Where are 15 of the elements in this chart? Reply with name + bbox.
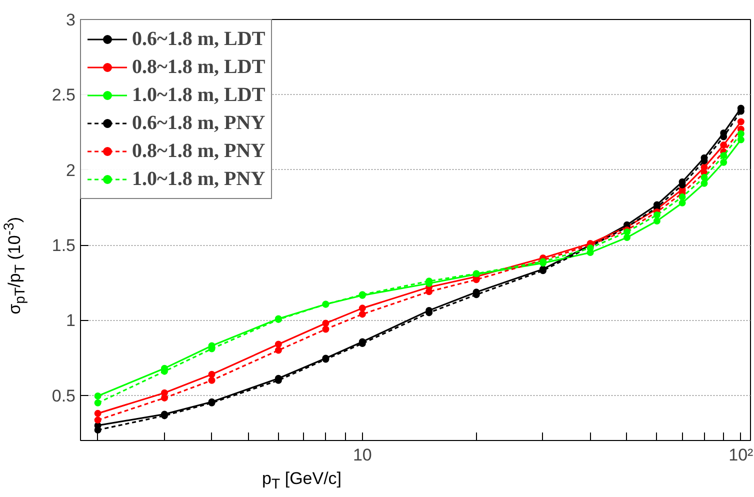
legend-label: 0.6~1.8 m, PNY [132, 110, 266, 136]
legend-label: 0.6~1.8 m, LDT [132, 26, 266, 52]
y-tick-label: 1.5 [52, 236, 76, 256]
y-tick-label: 0.5 [52, 386, 76, 406]
y-tick-label: 2.5 [52, 86, 76, 105]
y-tick-label: 1 [66, 311, 76, 330]
x-tick-label: 10² [728, 446, 754, 464]
x-tick-label: 10 [352, 446, 372, 464]
legend-label: 0.8~1.8 m, LDT [132, 54, 266, 80]
x-axis-title: p$_{T}$ [GeV/c] [262, 468, 342, 494]
legend-label: 0.8~1.8 m, PNY [132, 138, 266, 164]
y-tick-label: 2 [66, 160, 76, 180]
legend-label: 1.0~1.8 m, PNY [132, 166, 266, 192]
legend-label: 1.0~1.8 m, LDT [132, 82, 266, 108]
y-tick-label: 3 [66, 10, 76, 30]
